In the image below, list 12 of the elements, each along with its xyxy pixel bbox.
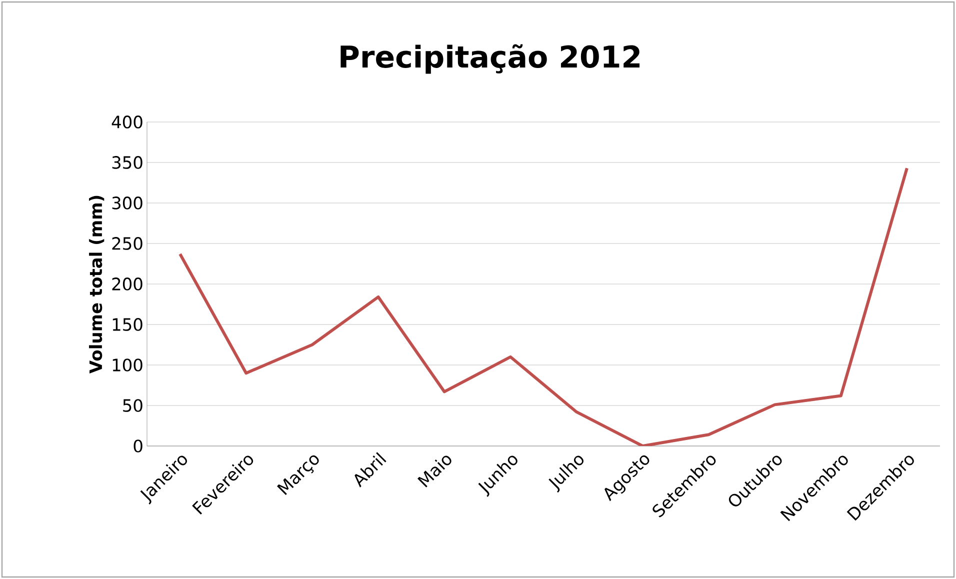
y-tick-label: 100 [112,358,142,372]
y-tick-label: 200 [112,278,142,290]
y-tick-label: 50 [123,399,142,412]
y-tick-label: 150 [112,318,142,331]
y-tick-label: 250 [112,237,142,250]
y-tick-label: 400 [112,116,142,128]
y-tick-label: 300 [112,196,142,210]
y-tick-label: 0 [134,440,142,452]
y-tick-label: 350 [112,156,142,169]
chart-title: Precipitação 2012 [340,44,640,74]
line-series [178,166,908,446]
y-axis-title: Volume total (mm) [88,196,104,374]
